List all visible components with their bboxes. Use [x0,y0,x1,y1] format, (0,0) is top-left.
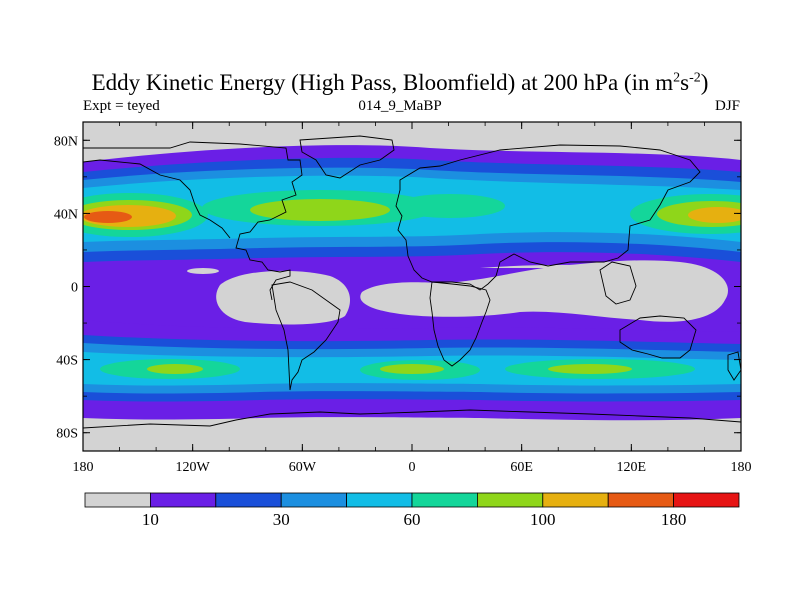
colorbar-label: 30 [273,510,290,529]
tropical-min-africa-asia [360,260,728,322]
lon-tick-label: 0 [409,460,416,475]
nh-max-red [84,211,132,223]
nh-core-orange-pacific-east [688,207,741,223]
longitude-axis: 180 120W 60W 0 60E 120E 180 [73,122,752,475]
lat-tick-label: 40S [56,354,78,369]
sh-core-lime-pacific [147,364,203,374]
tropical-min-pacific [187,268,219,274]
season-label: DJF [714,98,740,114]
coast-alaska-canada [83,159,231,239]
colorbar-swatch [607,492,675,508]
colorbar-swatch [476,492,544,508]
colorbar-label: 180 [661,510,687,529]
lat-tick-label: 80S [56,427,78,442]
run-id-label: 014_9_MaBP [358,98,442,114]
colorbar-swatch [542,492,609,508]
lon-tick-label: 180 [73,460,94,475]
sh-core-lime-indian [548,364,632,374]
lon-tick-label: 180 [731,460,752,475]
coast-greenland [299,135,395,179]
lon-tick-label: 120E [617,460,647,475]
lat-tick-label: 80N [54,134,78,149]
sh-core-lime-atlantic [380,364,444,374]
colorbar-swatch [149,492,217,508]
coast-antarctica [83,409,741,429]
lon-tick-label: 60E [510,460,533,475]
colorbar-swatch [280,492,348,508]
ke-field [83,122,741,451]
lat-tick-label: 40N [54,207,78,222]
lon-tick-label: 120W [176,460,211,475]
lat-tick-label: 0 [71,281,78,296]
coast-north-america [83,141,303,301]
latitude-axis: 80N 40N 0 40S 80S [54,134,741,442]
tropical-min-america [216,270,350,325]
colorbar-label: 100 [530,510,556,529]
nh-core-lime-atlantic [250,199,390,221]
colorbar-swatch [84,492,151,508]
coast-southeast-asia [599,261,637,305]
colorbar-swatch [411,492,478,508]
coastlines [83,135,741,429]
colorbar: 10 30 60 100 180 [84,492,740,529]
colorbar-label: 60 [404,510,421,529]
experiment-label: Expt = teyed [83,98,160,114]
colorbar-swatch [346,492,413,508]
coast-new-zealand [727,351,741,381]
coast-africa [429,281,491,367]
coast-south-america [271,281,341,391]
lon-tick-label: 60W [289,460,317,475]
colorbar-swatch [215,492,282,508]
colorbar-label: 10 [142,510,159,529]
coast-australia [619,315,697,359]
nh-core-green-asia [395,194,505,218]
colorbar-swatch [673,492,740,508]
plot-title: Eddy Kinetic Energy (High Pass, Bloomfie… [91,70,709,95]
coast-europe-asia [395,144,701,291]
